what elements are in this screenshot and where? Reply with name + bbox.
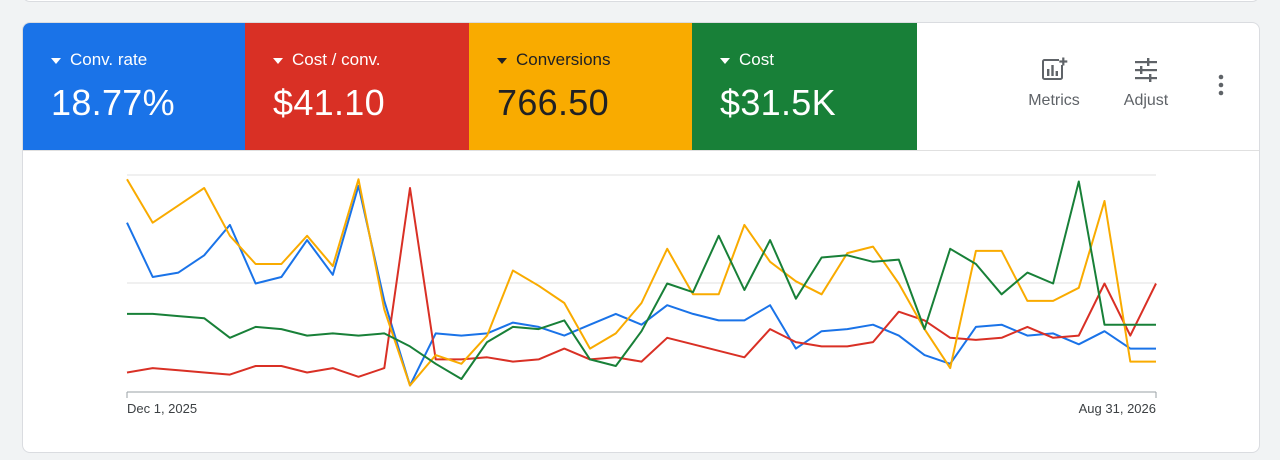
series-layer: [126, 178, 1157, 387]
dropdown-arrow-icon: [720, 57, 730, 64]
series-line-conv-rate: [126, 184, 1156, 387]
metric-name: Conv. rate: [70, 50, 148, 69]
series-line-cost-conv: [126, 187, 1157, 378]
metric-tile-cost-per-conv[interactable]: Cost / conv. $41.10: [245, 23, 469, 150]
series-line-cost: [127, 180, 1156, 380]
tune-icon: [1135, 58, 1157, 82]
metric-tile-conv-rate[interactable]: Conv. rate 18.77%: [23, 23, 245, 150]
metrics-label: Metrics: [1028, 92, 1080, 109]
x-tick-label-start: Dec 1, 2025: [127, 401, 197, 416]
dropdown-arrow-icon: [51, 57, 61, 64]
series-line-conversions: [126, 178, 1156, 387]
metrics-button[interactable]: Metrics: [1022, 57, 1086, 110]
performance-line-chart: Dec 1, 2025 Aug 31, 2026: [126, 174, 1157, 416]
metric-tile-cost[interactable]: Cost $31.5K: [692, 23, 917, 150]
metric-value: $41.10: [273, 82, 385, 123]
metric-tiles-row: Conv. rate 18.77% Cost / conv. $41.10 Co…: [23, 23, 1259, 151]
dropdown-arrow-icon: [497, 57, 507, 64]
metric-value: $31.5K: [720, 82, 836, 123]
performance-card: Conv. rate 18.77% Cost / conv. $41.10 Co…: [22, 22, 1260, 453]
metric-name: Conversions: [516, 50, 611, 69]
metric-value: 766.50: [497, 82, 609, 123]
metric-name: Cost: [739, 50, 774, 69]
metric-name: Cost / conv.: [292, 50, 381, 69]
more-options-button[interactable]: [1211, 73, 1231, 97]
x-tick-label-end: Aug 31, 2026: [1079, 401, 1156, 416]
adjust-button[interactable]: Adjust: [1116, 57, 1176, 110]
metric-tile-conversions[interactable]: Conversions 766.50: [469, 23, 692, 150]
adjust-label: Adjust: [1123, 92, 1169, 109]
previous-card-edge: [22, 0, 1260, 2]
dropdown-arrow-icon: [273, 57, 283, 64]
more-vert-icon: [1218, 74, 1224, 96]
add-chart-icon: [1042, 57, 1068, 80]
metric-value: 18.77%: [51, 82, 175, 123]
